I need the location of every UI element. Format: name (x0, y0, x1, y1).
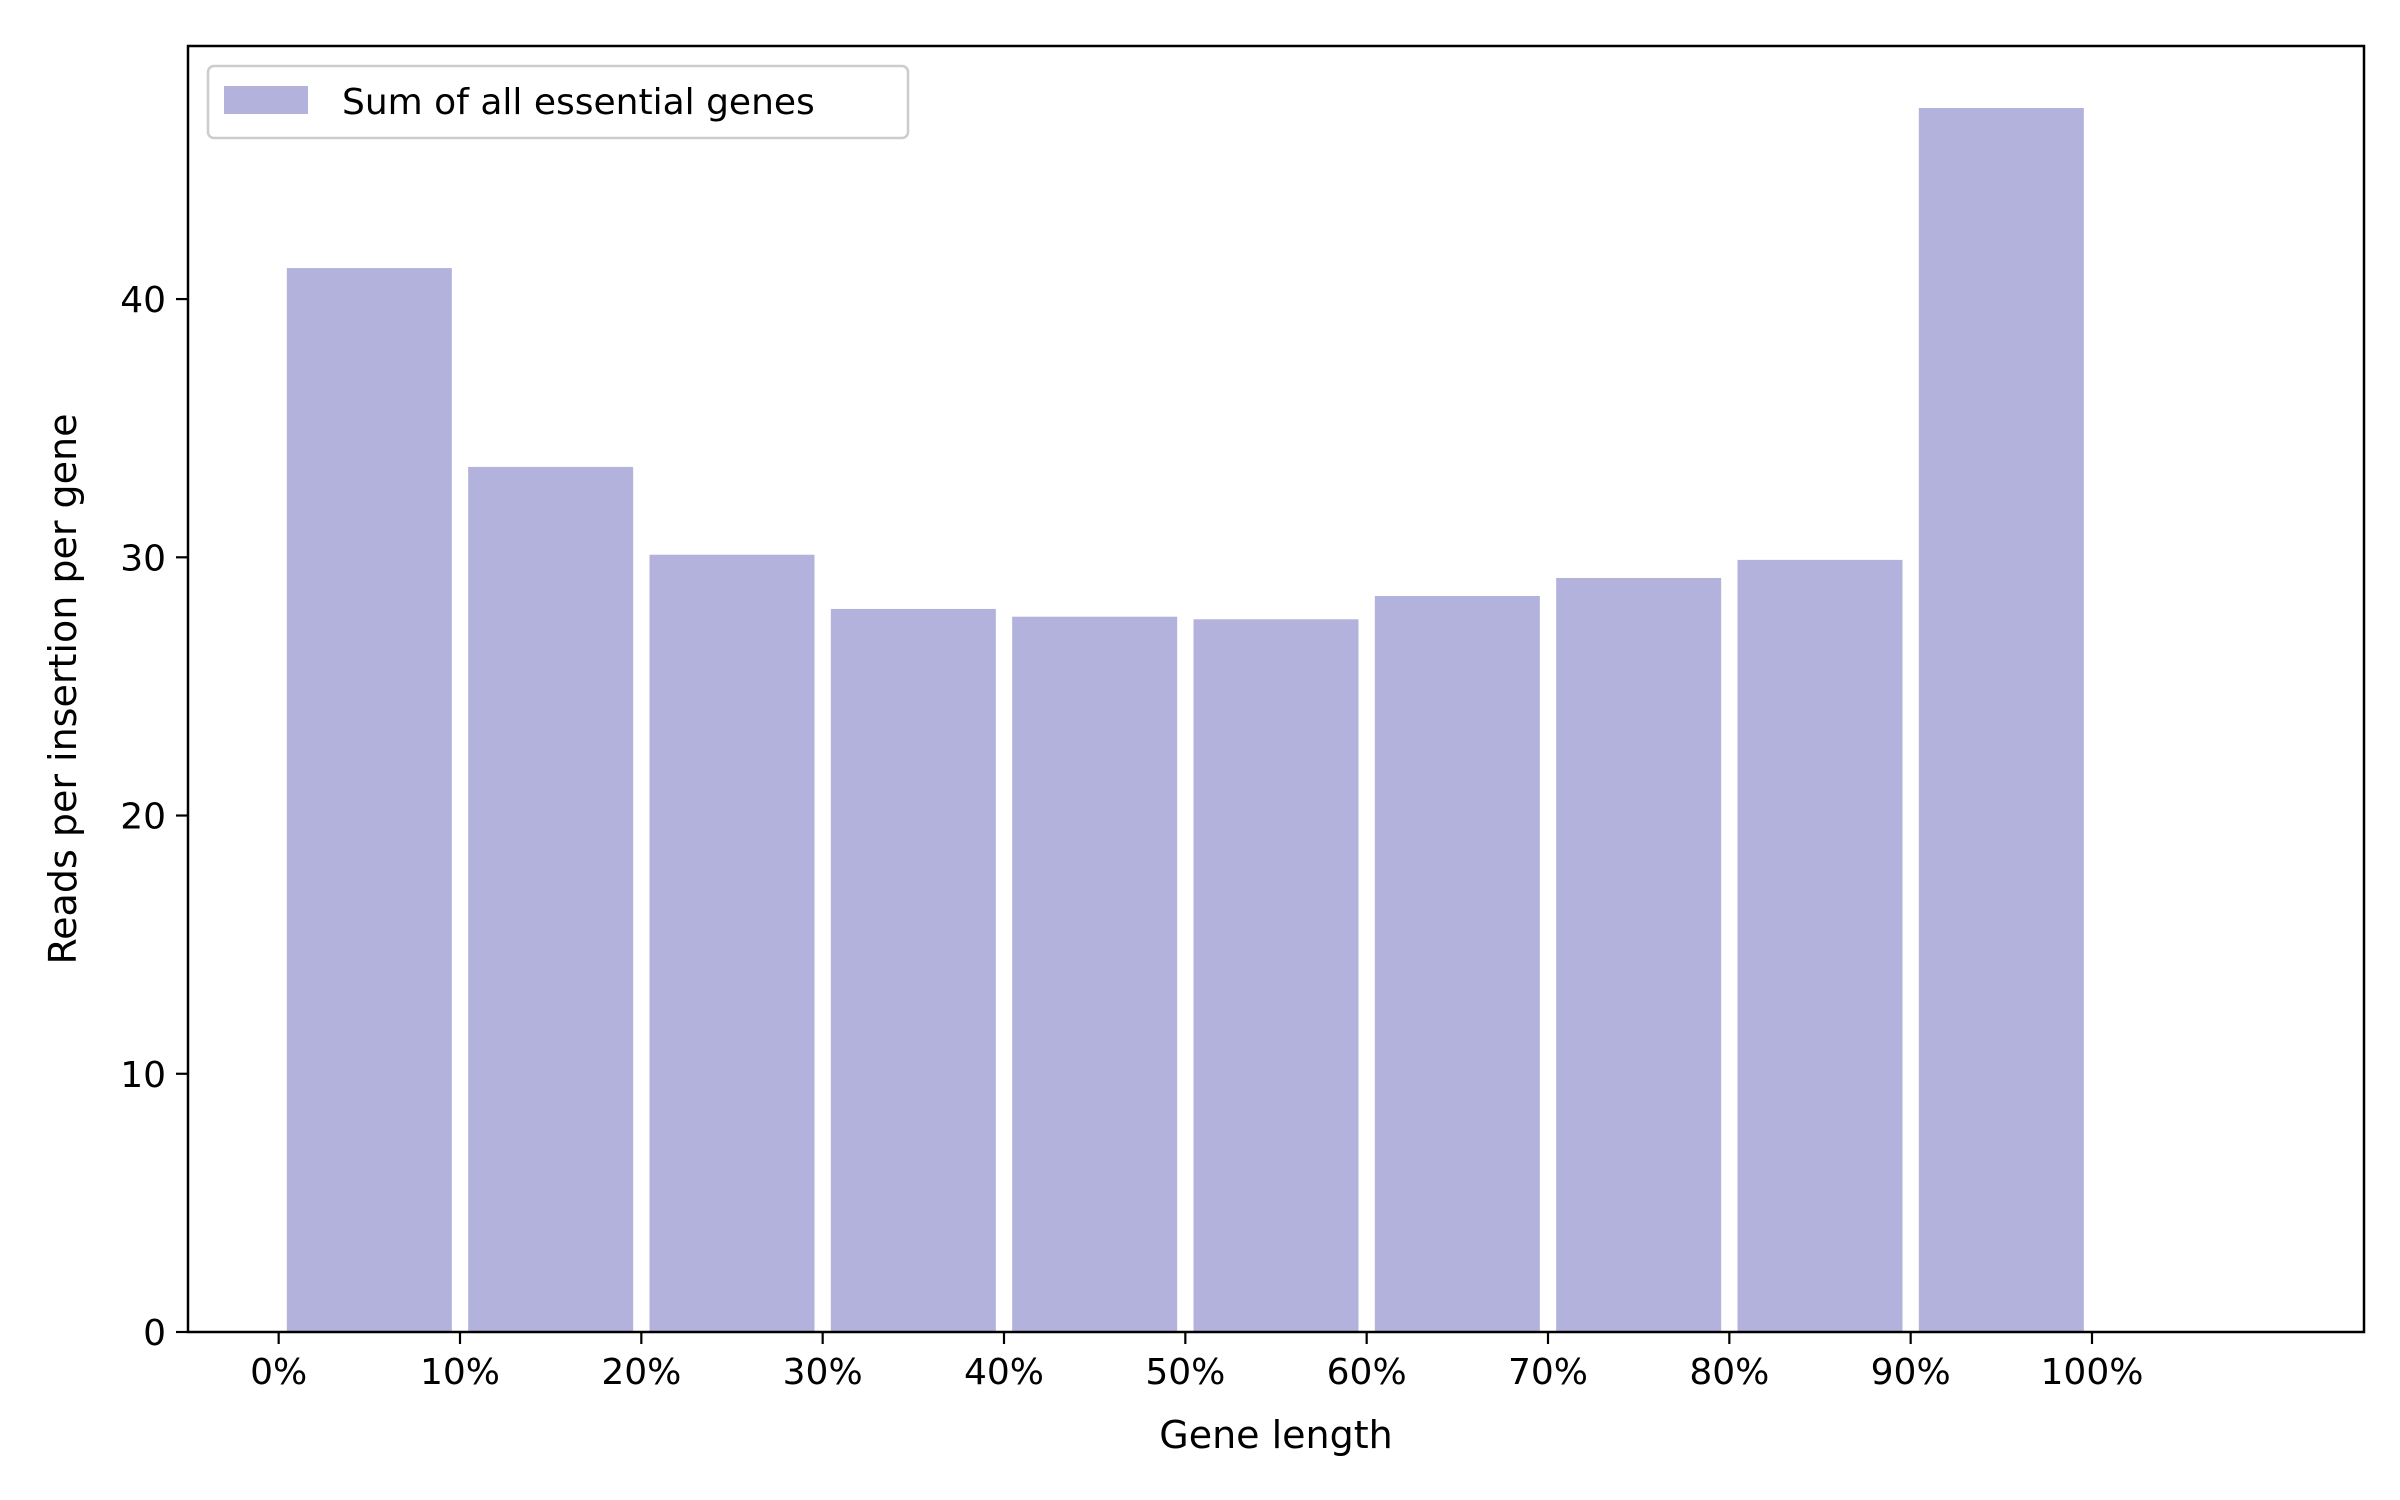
y-axis-label: Reads per insertion per gene (41, 413, 85, 964)
bar-0-10 (286, 268, 452, 1332)
legend: Sum of all essential genes (206, 64, 910, 140)
bar-10-20 (468, 466, 634, 1332)
bar-50-60 (1193, 619, 1359, 1332)
x-tick-label: 20% (601, 1352, 681, 1393)
legend-box (206, 64, 910, 140)
x-tick-label: 40% (964, 1352, 1044, 1393)
bars-group (286, 107, 2084, 1332)
bar-20-30 (649, 554, 815, 1332)
x-tick-label: 100% (2041, 1352, 2144, 1393)
bar-40-50 (1012, 616, 1178, 1332)
x-tick-label: 80% (1689, 1352, 1769, 1393)
y-tick-label: 0 (143, 1313, 166, 1354)
y-tick-label: 30 (120, 538, 166, 579)
x-tick-label: 60% (1327, 1352, 1407, 1393)
plot-frame (186, 44, 2366, 1334)
x-axis-ticks: 0% 10% 20% 30% 40% 50% 60% 70% 80% 90% 100% (250, 1332, 2143, 1393)
x-tick-label: 0% (250, 1352, 307, 1393)
y-axis-ticks: 0 10 20 30 40 (120, 280, 188, 1354)
x-tick-label: 30% (783, 1352, 863, 1393)
x-tick-label: 10% (420, 1352, 500, 1393)
y-tick-label: 40 (120, 280, 166, 321)
y-tick-label: 10 (120, 1055, 166, 1096)
bar-60-70 (1374, 596, 1540, 1332)
x-axis-label: Gene length (1159, 1413, 1393, 1457)
x-tick-label: 90% (1871, 1352, 1951, 1393)
legend-label: Sum of all essential genes (342, 82, 815, 123)
x-tick-label: 50% (1145, 1352, 1225, 1393)
bar-70-80 (1556, 577, 1722, 1332)
bar-30-40 (830, 608, 996, 1332)
bar-80-90 (1737, 559, 1903, 1332)
legend-swatch (224, 86, 308, 114)
y-tick-label: 20 (120, 797, 166, 838)
x-tick-label: 70% (1508, 1352, 1588, 1393)
bar-90-100 (1918, 107, 2084, 1332)
